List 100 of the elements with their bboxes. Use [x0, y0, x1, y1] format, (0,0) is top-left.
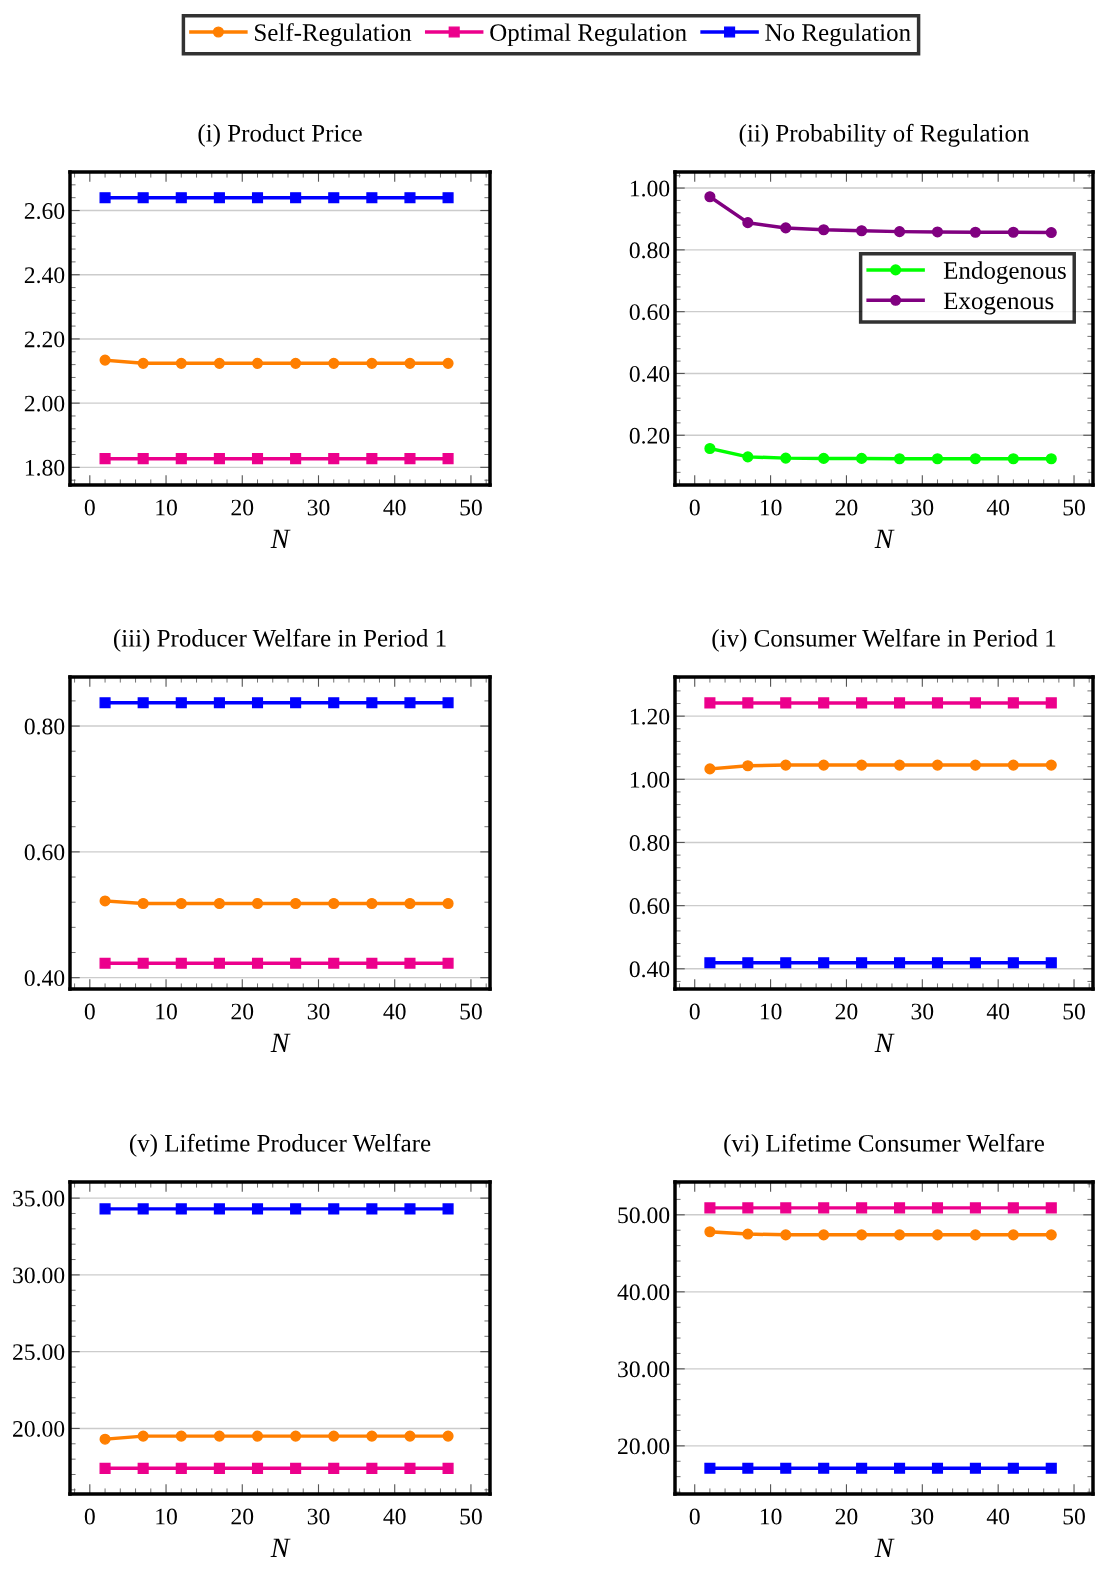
point — [931, 1229, 944, 1241]
point — [742, 1228, 754, 1240]
point — [969, 226, 981, 238]
point — [175, 1462, 187, 1474]
legend-label: Optimal Regulation — [490, 23, 687, 47]
legend-label: Exogenous — [943, 292, 1054, 315]
y-tick-label: 0.60 — [24, 844, 65, 861]
legend-label: Self-Regulation — [255, 23, 412, 47]
point — [213, 1203, 225, 1215]
point — [442, 1430, 454, 1442]
point — [969, 697, 981, 709]
y-tick-label: 1.20 — [630, 708, 670, 725]
y-tick-label: 0.20 — [629, 427, 670, 444]
point — [404, 1203, 416, 1215]
point — [1045, 1202, 1057, 1214]
x-tick-label: 20 — [231, 1003, 254, 1020]
point — [1045, 227, 1057, 239]
point — [893, 697, 906, 709]
y-tick-label: 20.00 — [13, 1420, 65, 1437]
x-tick-label: 20 — [231, 499, 254, 516]
point — [856, 1229, 868, 1241]
point — [213, 1430, 225, 1442]
point — [893, 226, 906, 238]
x-tick-label: 10 — [156, 1508, 177, 1525]
point — [213, 192, 225, 204]
y-tick-label: 35.00 — [13, 1190, 65, 1207]
x-axis-title: N — [874, 529, 895, 548]
point — [742, 760, 754, 772]
point — [818, 1202, 830, 1214]
y-tick-label: 0.40 — [629, 365, 670, 382]
x-tick-label: 50 — [1063, 499, 1085, 516]
point — [290, 897, 302, 910]
y-tick-label: 1.00 — [630, 771, 670, 788]
point — [742, 957, 754, 969]
point — [442, 357, 454, 369]
chart-title: (ii) Probability of Regulation — [739, 123, 1030, 147]
point — [442, 697, 454, 709]
point — [137, 897, 149, 910]
point — [856, 452, 868, 464]
y-tick-label: 0.80 — [24, 718, 65, 735]
point — [366, 1462, 378, 1474]
x-tick-label: 20 — [231, 1508, 254, 1525]
point — [137, 697, 149, 709]
x-tick-label: 30 — [307, 1003, 330, 1020]
point — [175, 453, 187, 465]
point — [893, 1202, 906, 1214]
point — [1007, 453, 1019, 465]
point — [404, 697, 416, 709]
point — [704, 442, 716, 455]
point — [704, 1462, 716, 1474]
point — [328, 897, 340, 910]
point — [856, 759, 868, 771]
point — [893, 1229, 906, 1241]
x-tick-label: 10 — [760, 1003, 782, 1020]
y-tick-label: 1.80 — [25, 459, 65, 476]
point — [99, 697, 111, 709]
point — [213, 697, 225, 709]
point — [328, 192, 340, 204]
legend-label: Endogenous — [943, 261, 1066, 285]
point — [404, 453, 416, 465]
point — [893, 957, 906, 969]
point — [213, 357, 225, 369]
point — [704, 191, 716, 203]
point — [213, 453, 225, 465]
point — [366, 1203, 378, 1215]
x-tick-label: 0 — [84, 499, 95, 516]
point — [780, 222, 792, 234]
x-tick-label: 0 — [689, 1508, 700, 1525]
point — [969, 759, 981, 771]
point — [404, 357, 416, 369]
chart-title: (iv) Consumer Welfare in Period 1 — [712, 628, 1056, 652]
x-tick-label: 0 — [689, 1003, 700, 1020]
point — [969, 1229, 981, 1241]
point — [99, 1203, 111, 1215]
point — [780, 759, 792, 771]
x-tick-label: 10 — [760, 1508, 782, 1525]
point — [137, 1462, 149, 1474]
point — [1045, 1229, 1057, 1241]
point — [780, 1229, 792, 1241]
point — [290, 1203, 302, 1215]
x-tick-label: 10 — [156, 499, 177, 516]
y-tick-label: 0.60 — [629, 898, 670, 915]
x-tick-label: 40 — [383, 499, 406, 516]
point — [290, 1430, 302, 1442]
y-tick-label: 30.00 — [13, 1267, 65, 1284]
point — [137, 957, 149, 969]
point — [175, 957, 187, 969]
point — [366, 897, 378, 910]
point — [1045, 1462, 1057, 1474]
point — [931, 957, 944, 969]
point — [366, 697, 378, 709]
point — [856, 225, 868, 237]
x-axis-title: N — [270, 529, 291, 548]
point — [213, 897, 225, 910]
y-tick-label: 2.60 — [24, 203, 65, 220]
y-tick-label: 40.00 — [617, 1284, 670, 1301]
point — [366, 957, 378, 969]
point — [969, 453, 981, 465]
point — [137, 1430, 149, 1442]
point — [404, 897, 416, 910]
